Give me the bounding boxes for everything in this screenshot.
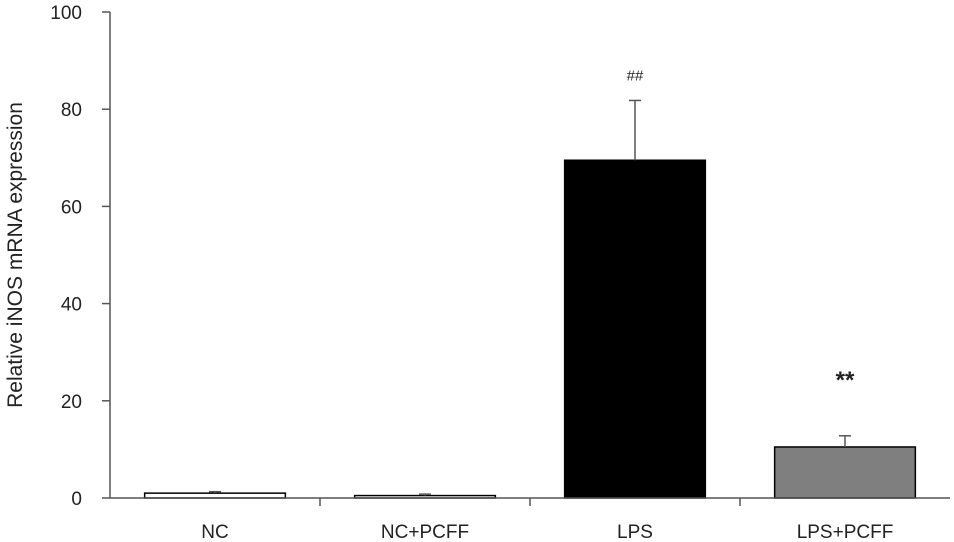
y-axis-title: Relative iNOS mRNA expression: [4, 102, 27, 408]
y-tick-label: 60: [61, 197, 82, 218]
y-tick-label: 80: [61, 100, 82, 121]
x-tick-label: LPS+PCFF: [797, 522, 894, 542]
y-axis: 0 20 40 60 80 100: [50, 3, 111, 510]
y-tick-label: 40: [61, 295, 82, 316]
x-tick-label: LPS: [617, 522, 653, 542]
y-tick-label: 100: [50, 3, 82, 24]
bar-lps-pcff: [773, 446, 917, 499]
x-tick-label: NC+PCFF: [381, 522, 469, 542]
bars: ## **: [143, 67, 917, 499]
bar-lps: [563, 159, 707, 499]
y-tick-label: 0: [71, 489, 82, 510]
x-axis: NC NC+PCFF LPS LPS+PCFF: [110, 497, 950, 542]
significance-label: **: [836, 367, 855, 394]
y-tick-label: 20: [61, 392, 82, 413]
x-tick-label: NC: [201, 522, 228, 542]
significance-label: ##: [627, 67, 644, 84]
